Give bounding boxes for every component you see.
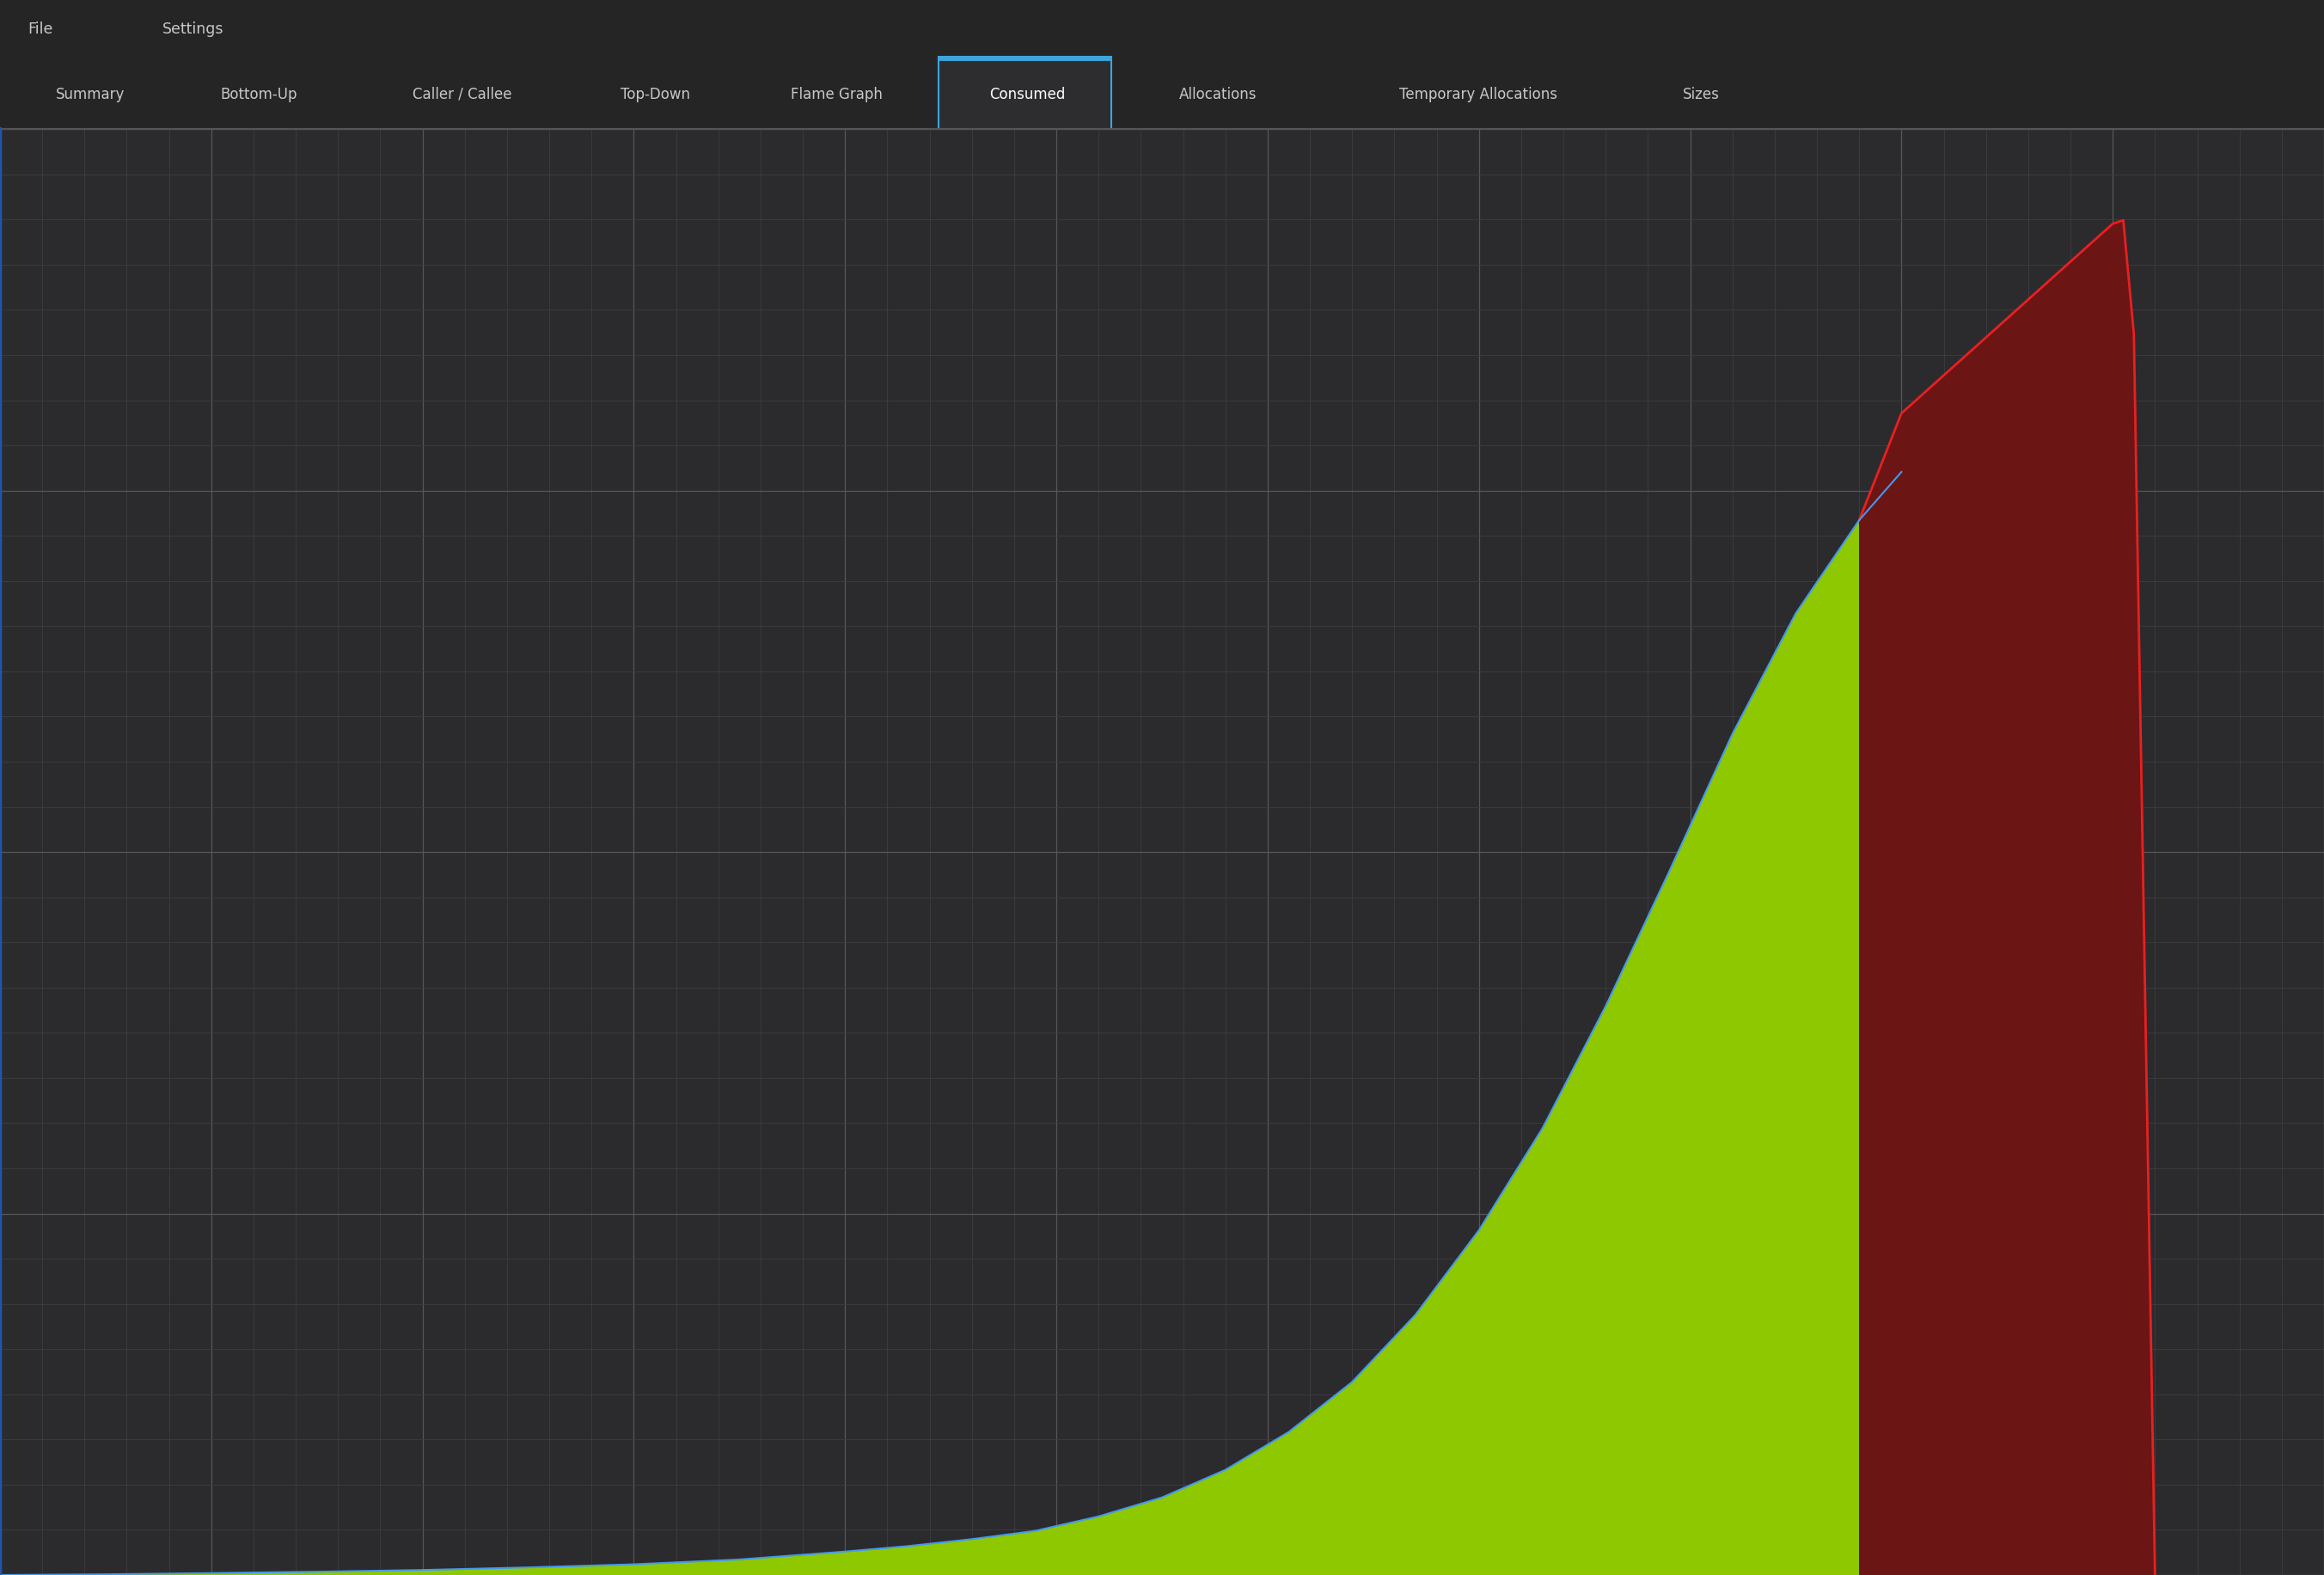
Text: Bottom-Up: Bottom-Up bbox=[221, 87, 297, 102]
Text: Settings: Settings bbox=[163, 22, 223, 38]
Text: Sizes: Sizes bbox=[1683, 87, 1720, 102]
Text: Temporary Allocations: Temporary Allocations bbox=[1399, 87, 1557, 102]
Text: Caller / Callee: Caller / Callee bbox=[414, 87, 511, 102]
Text: Allocations: Allocations bbox=[1178, 87, 1257, 102]
Text: Flame Graph: Flame Graph bbox=[790, 87, 883, 102]
Text: Consumed: Consumed bbox=[990, 87, 1064, 102]
Bar bbox=[939, 57, 1111, 129]
Text: File: File bbox=[28, 22, 53, 38]
Text: Summary: Summary bbox=[56, 87, 125, 102]
Text: Top-Down: Top-Down bbox=[621, 87, 690, 102]
